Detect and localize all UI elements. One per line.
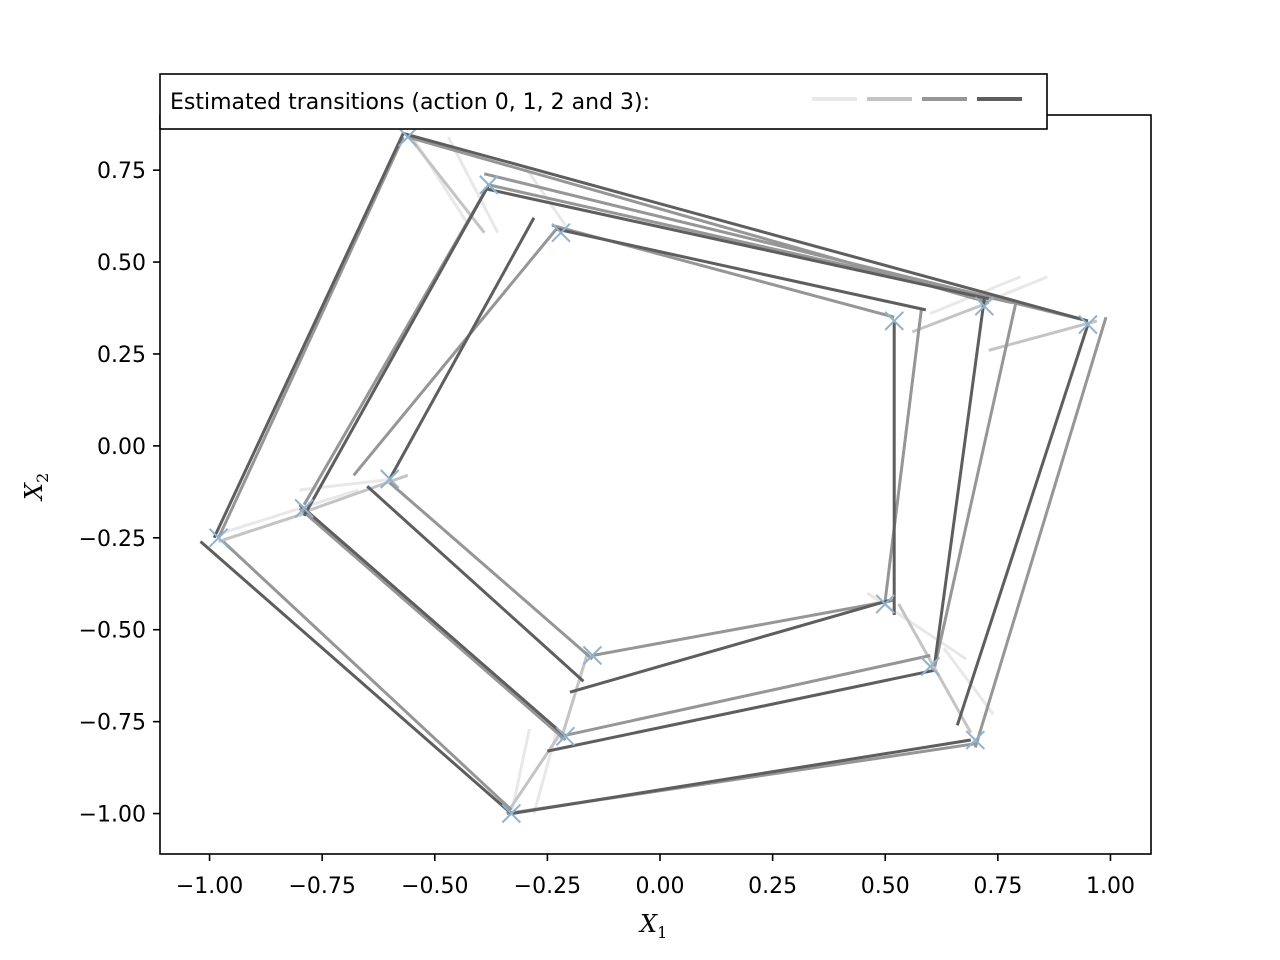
y-axis-label: X2 [20, 473, 52, 502]
state-marker [380, 469, 400, 489]
transition-line-action-3 [199, 540, 513, 815]
y-ticks: −1.00 −0.75 −0.50 −0.25 0.00 0.25 0.50 0.75 [79, 159, 160, 828]
transition-line-action-2 [973, 316, 1108, 748]
state-marker-stroke [920, 656, 940, 677]
state-marker-stroke [1078, 314, 1098, 335]
state-marker [555, 726, 576, 747]
y-tick-label: −0.50 [79, 619, 146, 644]
transition-line-action-0 [942, 647, 995, 716]
transition-line-action-0 [218, 488, 359, 536]
state-marker [965, 730, 986, 750]
x-ticks: −1.00 −0.75 −0.50 −0.25 0.00 0.25 0.50 0.75 1.00 [176, 854, 1135, 899]
transition-line-action-3 [388, 217, 536, 480]
transition-line-action-2 [298, 507, 567, 742]
transition-line-action-1 [559, 651, 590, 741]
x-tick-label: −1.00 [176, 874, 243, 899]
state-marker-stroke [974, 296, 995, 316]
x-tick-label: −0.50 [401, 874, 468, 899]
transition-line-action-0 [446, 136, 500, 234]
legend-label: Estimated transitions (action 0, 1, 2 an… [170, 90, 650, 115]
state-marker-stroke [875, 594, 895, 614]
legend-box [159, 73, 1048, 130]
state-marker-stroke [294, 498, 314, 519]
state-marker-stroke [551, 222, 571, 243]
y-tick-label: 0.25 [97, 343, 146, 368]
transition-line-action-1 [897, 603, 973, 734]
state-marker [884, 311, 904, 331]
transition-line-action-2 [933, 302, 1018, 667]
transition-line-action-2 [883, 309, 923, 601]
transition-line-action-0 [509, 728, 531, 814]
transition-line-action-3 [569, 598, 891, 694]
state-marker-stroke [582, 645, 603, 666]
y-axis-label-group: X2 [20, 473, 52, 502]
state-marker-stroke [479, 175, 499, 195]
transition-line-action-3 [511, 738, 972, 816]
x-axis-label-main: X [638, 910, 658, 938]
state-marker [551, 222, 571, 243]
transition-line-action-3 [366, 485, 585, 683]
transition-line-action-2 [352, 228, 558, 477]
transition-line-action-0 [523, 165, 567, 227]
transition-line-action-1 [911, 301, 990, 334]
x-tick-label: 0.00 [636, 874, 685, 899]
x-tick-label: 1.00 [1086, 874, 1135, 899]
state-marker [208, 528, 229, 548]
x-axis-label: X1 [638, 910, 667, 942]
transition-line-action-1 [505, 731, 563, 815]
transition-line-action-0 [866, 591, 968, 661]
state-markers [208, 127, 1098, 824]
state-marker [920, 656, 940, 677]
state-marker-stroke [501, 803, 522, 824]
state-marker-stroke [965, 730, 986, 750]
state-marker-stroke [555, 726, 576, 747]
y-tick-label: −0.75 [79, 711, 146, 736]
legend: Estimated transitions (action 0, 1, 2 an… [159, 73, 1048, 130]
y-axis-label-sub: 2 [33, 473, 52, 483]
state-marker-stroke [208, 528, 229, 548]
y-tick-label: −1.00 [79, 803, 146, 828]
transition-line-action-3 [933, 298, 986, 664]
state-marker [398, 127, 418, 147]
state-marker [479, 175, 499, 195]
transition-line-action-3 [547, 668, 936, 753]
x-tick-label: 0.50 [861, 874, 910, 899]
transition-line-action-2 [222, 540, 513, 811]
transition-line-action-3 [955, 324, 1090, 726]
transition-lines [199, 131, 1108, 816]
state-marker [1078, 314, 1098, 335]
x-tick-label: 0.25 [748, 874, 797, 899]
transition-line-action-2 [388, 481, 594, 661]
y-tick-label: 0.00 [97, 435, 146, 460]
state-marker-stroke [884, 311, 904, 331]
transition-line-action-3 [302, 184, 491, 517]
transition-line-action-3 [556, 227, 927, 312]
x-tick-label: 0.75 [973, 874, 1022, 899]
transition-line-action-2 [488, 183, 1012, 304]
y-tick-label: 0.50 [97, 251, 146, 276]
state-marker [501, 803, 522, 824]
transition-line-action-3 [212, 132, 405, 539]
x-tick-label: −0.25 [514, 874, 581, 899]
transition-line-action-3 [402, 131, 1089, 323]
transition-line-action-2 [592, 598, 895, 657]
x-axis-label-sub: 1 [657, 923, 667, 942]
y-tick-label: −0.25 [79, 527, 146, 552]
x-tick-label: −0.75 [288, 874, 355, 899]
y-tick-label: 0.75 [97, 159, 146, 184]
transition-line-action-3 [298, 503, 567, 738]
transition-line-action-2 [217, 136, 405, 539]
transition-line-action-3 [483, 187, 990, 301]
state-marker-stroke [398, 127, 418, 147]
state-marker-stroke [380, 469, 400, 489]
state-marker [582, 645, 603, 666]
transition-line-action-2 [560, 654, 931, 738]
state-marker [875, 594, 895, 614]
transition-line-action-1 [303, 473, 409, 514]
y-axis-label-main: X [20, 482, 48, 502]
state-marker [294, 498, 314, 519]
transition-line-action-1 [218, 510, 310, 543]
state-marker [974, 296, 995, 316]
